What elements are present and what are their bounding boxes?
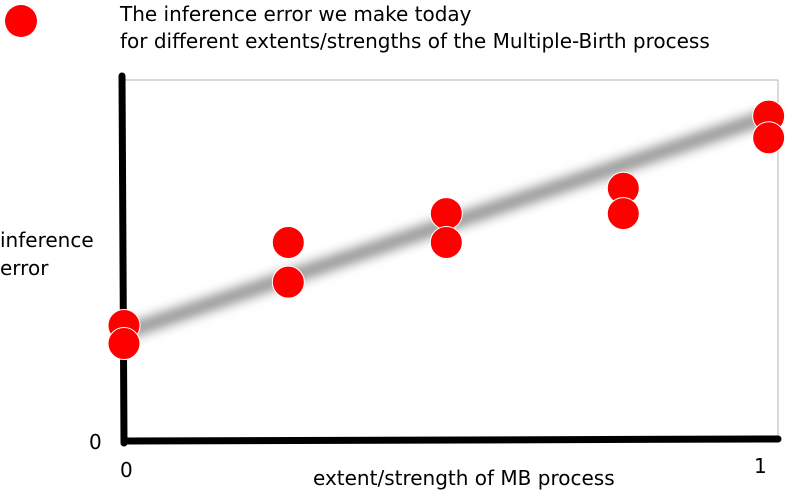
data-point-0-5 — [429, 225, 463, 259]
y-tick-label-0: 0 — [89, 430, 102, 454]
data-point-0-7 — [606, 197, 640, 231]
data-point-0-3 — [271, 265, 305, 299]
data-point-0-4 — [429, 197, 463, 231]
x-axis-label: extent/strength of MB process — [313, 466, 615, 490]
x-tick-label-1: 1 — [754, 454, 767, 478]
y-axis-label-line-1: inference — [0, 228, 94, 252]
chart-title-line-1: The inference error we make today — [120, 2, 472, 26]
legend-marker — [5, 5, 37, 37]
data-point-0-2 — [271, 225, 305, 259]
x-axis — [120, 435, 782, 445]
data-point-0-9 — [752, 121, 786, 155]
y-axis — [118, 72, 128, 447]
x-tick-label-0: 0 — [120, 458, 133, 482]
chart-title-line-2: for different extents/strengths of the M… — [120, 29, 710, 53]
y-axis-label-line-2: error — [0, 256, 49, 280]
data-point-0-1 — [107, 327, 141, 361]
